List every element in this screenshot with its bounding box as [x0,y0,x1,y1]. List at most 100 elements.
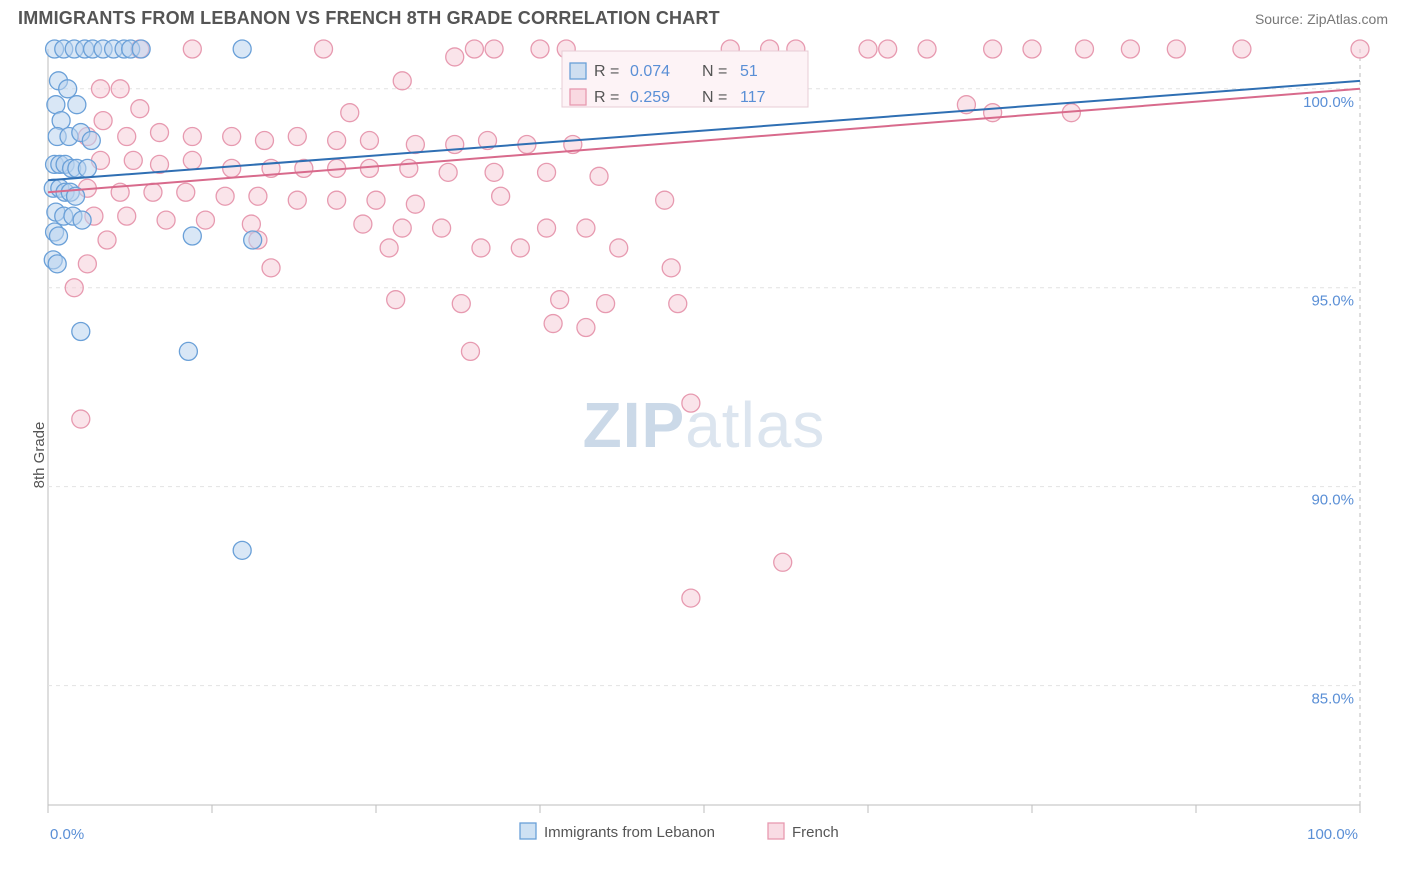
data-point [354,215,372,233]
data-point [452,295,470,313]
data-point [1167,40,1185,58]
watermark: ZIPatlas [583,389,826,461]
data-point [433,219,451,237]
data-point [144,183,162,201]
data-point [328,191,346,209]
data-point [262,259,280,277]
data-point [233,40,251,58]
data-point [1233,40,1251,58]
data-point [132,40,150,58]
data-point [485,163,503,181]
legend-swatch [768,823,784,839]
y-tick-label: 95.0% [1311,293,1354,310]
data-point [48,255,66,273]
data-point [177,183,195,201]
chart-title: IMMIGRANTS FROM LEBANON VS FRENCH 8TH GR… [18,8,720,29]
legend-r-value: 0.074 [630,63,670,80]
data-point [984,40,1002,58]
data-point [179,342,197,360]
legend-r-label: R = [594,63,619,80]
data-point [47,96,65,114]
data-point [52,112,70,130]
data-point [91,80,109,98]
data-point [98,231,116,249]
legend-label: French [792,824,839,841]
data-point [223,159,241,177]
data-point [118,128,136,146]
data-point [288,191,306,209]
data-point [577,219,595,237]
data-point [1023,40,1041,58]
data-point [82,132,100,150]
data-point [73,211,91,229]
data-point [111,80,129,98]
y-tick-label: 100.0% [1303,94,1354,111]
data-point [315,40,333,58]
data-point [918,40,936,58]
x-tick-label: 100.0% [1307,826,1358,843]
data-point [538,163,556,181]
data-point [216,187,234,205]
data-point [124,151,142,169]
data-point [72,410,90,428]
data-point [78,255,96,273]
data-point [400,159,418,177]
legend-r-label: R = [594,89,619,106]
scatter-chart: 85.0%90.0%95.0%100.0%0.0%100.0%ZIPatlasR… [0,35,1406,875]
data-point [387,291,405,309]
data-point [879,40,897,58]
data-point [538,219,556,237]
data-point [682,589,700,607]
data-point [131,100,149,118]
data-point [544,315,562,333]
data-point [65,279,83,297]
data-point [662,259,680,277]
legend-swatch [570,63,586,79]
data-point [328,132,346,150]
data-point [406,135,424,153]
data-point [656,191,674,209]
legend-swatch [520,823,536,839]
data-point [511,239,529,257]
data-point [393,72,411,90]
data-point [223,128,241,146]
data-point [244,231,262,249]
data-point [360,132,378,150]
data-point [183,40,201,58]
y-tick-label: 85.0% [1311,691,1354,708]
data-point [341,104,359,122]
legend-n-label: N = [702,89,727,106]
data-point [461,342,479,360]
data-point [288,128,306,146]
data-point [610,239,628,257]
y-tick-label: 90.0% [1311,492,1354,509]
data-point [183,151,201,169]
data-point [183,227,201,245]
data-point [59,80,77,98]
data-point [380,239,398,257]
data-point [94,112,112,130]
legend-n-value: 117 [740,89,766,106]
legend-n-label: N = [702,63,727,80]
legend-label: Immigrants from Lebanon [544,824,715,841]
data-point [118,207,136,225]
data-point [233,541,251,559]
data-point [531,40,549,58]
data-point [49,227,67,245]
data-point [472,239,490,257]
data-point [72,323,90,341]
data-point [157,211,175,229]
data-point [551,291,569,309]
data-point [669,295,687,313]
data-point [406,195,424,213]
data-point [196,211,214,229]
data-point [151,124,169,142]
data-point [393,219,411,237]
data-point [78,159,96,177]
data-point [774,553,792,571]
data-point [492,187,510,205]
data-point [485,40,503,58]
source-label: Source: ZipAtlas.com [1255,11,1388,27]
data-point [1351,40,1369,58]
data-point [446,48,464,66]
